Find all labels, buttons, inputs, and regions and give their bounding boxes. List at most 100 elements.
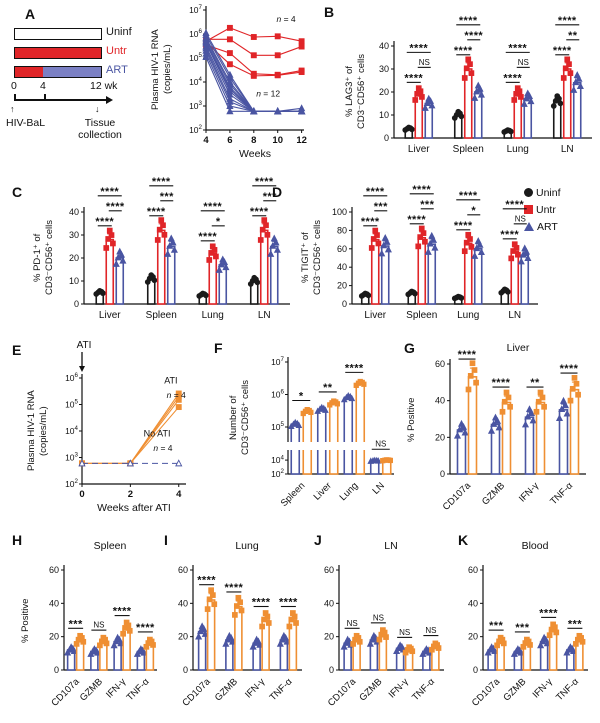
data-point: [362, 290, 369, 297]
data-point: [384, 245, 392, 253]
data-point: [540, 633, 548, 641]
data-point: [274, 52, 281, 59]
svg-text:****: ****: [252, 597, 271, 609]
data-point: [381, 233, 389, 241]
panel-h-title: Spleen: [93, 540, 127, 552]
panel-j-title: LN: [384, 540, 398, 552]
panel-b-label: B: [324, 4, 335, 20]
data-point: [117, 639, 125, 647]
endpoint-label: Tissue collection: [78, 117, 122, 142]
lung-function-bar-chart: 0 20 40 60 CD107a **** GZMB **** IFN-γ **** TNF-α *…: [178, 565, 302, 709]
panel-i-title: Lung: [235, 540, 259, 552]
data-point: [269, 241, 277, 249]
svg-text:Spleen: Spleen: [453, 144, 484, 155]
y-axis-label-b: % LAG3⁺ of CD3⁻CD56⁺ cells: [344, 54, 367, 130]
svg-text:NS: NS: [515, 214, 526, 223]
ati-rebound-line-chart: 102 103 104 105 106 0 2 4 Weeks after ATI ATI ATI n…: [65, 340, 186, 514]
data-point: [371, 456, 379, 464]
svg-text:IFN-γ: IFN-γ: [387, 676, 411, 700]
data-point: [421, 104, 429, 111]
data-point: [471, 251, 479, 259]
bar: [355, 382, 366, 475]
svg-text:12: 12: [296, 135, 307, 146]
data-point: [476, 240, 484, 248]
data-point: [471, 94, 479, 101]
data-point: [272, 238, 280, 246]
svg-text:Weeks: Weeks: [239, 148, 271, 160]
svg-text:20: 20: [49, 632, 59, 642]
data-point: [378, 249, 386, 257]
data-point: [432, 640, 439, 647]
svg-text:0: 0: [79, 489, 84, 500]
svg-text:0: 0: [473, 665, 478, 675]
data-point: [175, 404, 182, 411]
data-point: [461, 428, 469, 436]
svg-text:*: *: [299, 390, 304, 402]
svg-text:*: *: [471, 205, 476, 217]
data-point: [476, 84, 484, 92]
data-point: [380, 627, 386, 633]
data-point: [226, 61, 233, 68]
svg-text:CD107a: CD107a: [180, 676, 213, 709]
data-point: [511, 241, 518, 248]
data-point: [495, 423, 503, 431]
svg-text:40: 40: [435, 396, 445, 406]
svg-text:NS: NS: [373, 613, 384, 622]
data-point: [158, 217, 165, 223]
data-point: [96, 288, 103, 294]
svg-text:n = 12: n = 12: [256, 88, 280, 98]
y-axis-label-e: Plasma HIV-1 RNA (copies/mL): [26, 390, 49, 472]
data-point: [428, 101, 436, 109]
pd1-bar-chart: 010203040Liver************Spleen********…: [69, 176, 290, 321]
tigit-bar-chart: 020406080100Liver***********Spleen******…: [332, 184, 538, 321]
svg-text:4: 4: [176, 489, 182, 500]
data-point: [571, 375, 578, 381]
svg-text:Liver: Liver: [364, 310, 386, 321]
data-point: [543, 639, 551, 647]
y-axis-label-d: % TIGIT⁺ of CD3⁻CD56⁺ cells: [300, 220, 323, 296]
data-point: [469, 360, 476, 367]
svg-text:60: 60: [337, 244, 347, 254]
svg-text:Spleen: Spleen: [279, 480, 308, 509]
data-point: [67, 643, 75, 651]
svg-text:0: 0: [54, 665, 59, 675]
svg-text:n = 4: n = 4: [277, 14, 296, 24]
panel-a-label: A: [25, 6, 36, 22]
legend-label-art: ART: [537, 220, 558, 233]
data-point: [575, 391, 581, 398]
data-point: [298, 69, 305, 75]
data-point: [521, 420, 530, 428]
panel-f-label: F: [214, 340, 223, 356]
data-point: [261, 217, 268, 223]
svg-text:****: ****: [560, 363, 579, 375]
data-point: [283, 637, 291, 645]
uninf-group-bar: [14, 28, 102, 40]
data-point: [488, 643, 496, 651]
svg-text:***: ***: [489, 620, 503, 632]
y-axis-label-g: % Positive: [406, 397, 417, 442]
data-point: [520, 100, 528, 107]
svg-text:60: 60: [468, 565, 478, 575]
data-point: [206, 596, 213, 603]
data-point: [123, 619, 130, 626]
svg-text:NS: NS: [425, 626, 436, 635]
data-point: [517, 257, 525, 265]
data-point: [508, 255, 515, 262]
svg-text:NS: NS: [518, 58, 529, 67]
data-point: [262, 610, 269, 616]
data-point: [503, 389, 510, 396]
data-point: [384, 457, 390, 463]
data-point: [331, 398, 337, 404]
svg-text:0: 0: [342, 299, 347, 309]
data-point: [567, 70, 574, 76]
data-point: [417, 234, 424, 240]
svg-text:40: 40: [379, 41, 389, 51]
data-point: [465, 386, 472, 393]
data-point: [473, 244, 481, 252]
svg-text:107: 107: [189, 4, 202, 15]
data-point: [573, 71, 581, 78]
panel-k-label: K: [458, 532, 469, 548]
svg-text:****: ****: [225, 582, 244, 594]
data-point: [537, 389, 544, 396]
